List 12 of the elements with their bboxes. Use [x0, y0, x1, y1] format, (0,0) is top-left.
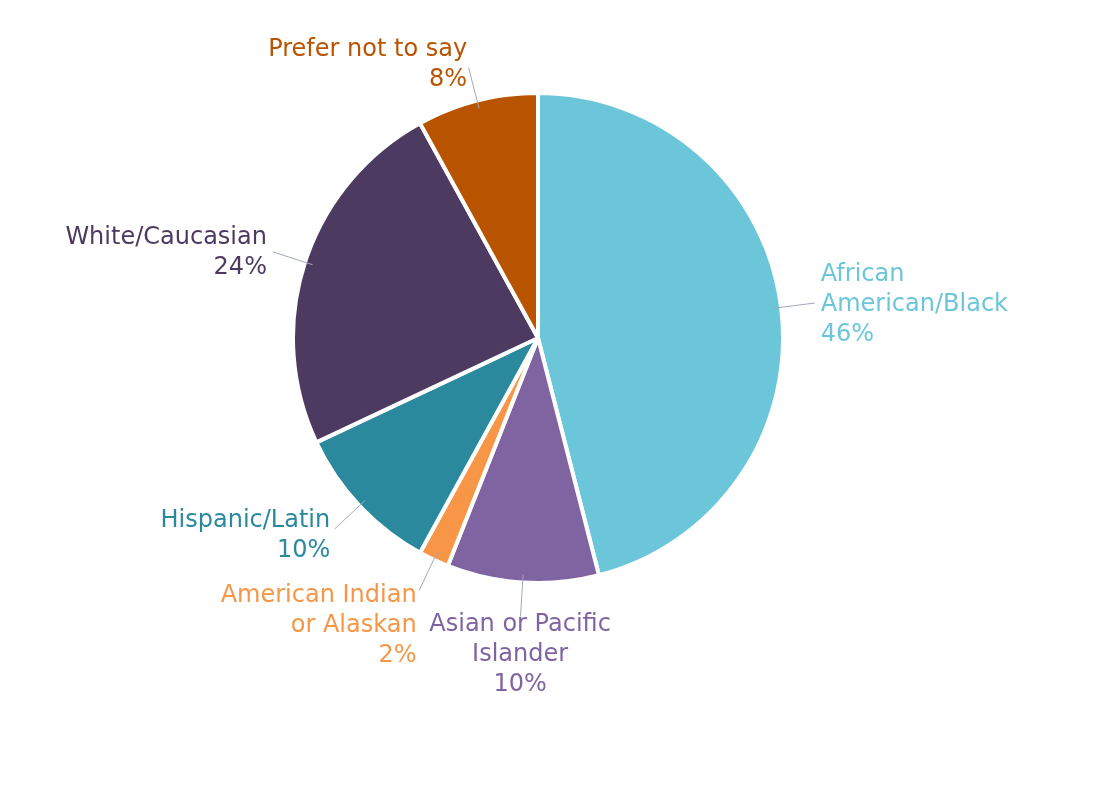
slice-label: White/Caucasian — [65, 221, 267, 250]
data-label: 10% — [493, 669, 547, 698]
slice-label: American Indian or Alaskan — [220, 580, 417, 639]
slice-label: Asian or Pacific Islander — [429, 609, 611, 668]
slice-label: Prefer not to say — [268, 33, 468, 62]
data-label: 24% — [213, 251, 267, 280]
data-label: 46% — [820, 319, 875, 348]
data-label: 10% — [276, 535, 331, 564]
slice-label: African American/Black — [820, 259, 1009, 318]
data-label: 8% — [429, 63, 468, 92]
slice-label: Hispanic/Latin — [160, 505, 331, 534]
data-label: 2% — [378, 640, 417, 669]
